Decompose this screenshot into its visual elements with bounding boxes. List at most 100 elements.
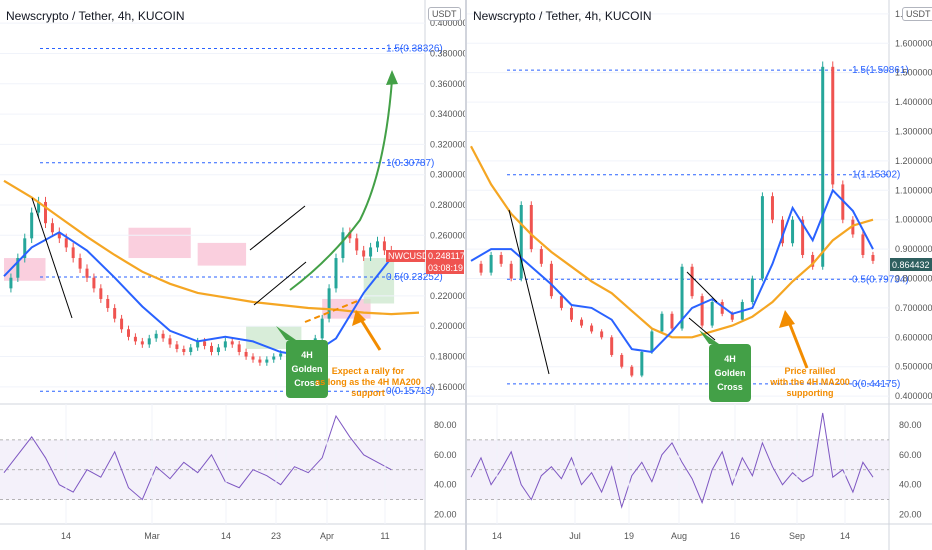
price-tick-label: 0.220000 bbox=[430, 291, 465, 301]
time-tick-label: 14 bbox=[221, 531, 231, 541]
time-tick-label: 14 bbox=[840, 531, 850, 541]
candles[interactable] bbox=[9, 196, 393, 366]
pane-divider[interactable] bbox=[465, 0, 467, 550]
price-axis: 1.7000001.6000001.5000001.4000001.300000… bbox=[895, 9, 932, 401]
price-tick-label: 1.100000 bbox=[895, 185, 932, 195]
price-pane[interactable] bbox=[0, 0, 425, 404]
symbol-tag[interactable] bbox=[386, 250, 425, 262]
last-price-label: 0.248117 bbox=[428, 251, 465, 261]
golden-cross-badge[interactable] bbox=[286, 340, 328, 398]
price-tick-label: 0.180000 bbox=[430, 352, 465, 362]
candle-body bbox=[37, 201, 41, 213]
price-tick-label: 0.380000 bbox=[430, 48, 465, 58]
last-price-tag[interactable] bbox=[426, 250, 464, 262]
golden-cross-line-2: Golden bbox=[715, 368, 746, 378]
golden-cross-line-1: 4H bbox=[724, 354, 736, 364]
trendline-3[interactable] bbox=[688, 317, 716, 341]
arrow-up-icon bbox=[779, 310, 795, 328]
candle-body bbox=[710, 302, 714, 326]
fib-levels[interactable]: 1.5(1.50861) 1(1.15302) 0.5(0.79734) 0(0.44… bbox=[507, 65, 909, 390]
fib-label: 1.5(1.50861) bbox=[852, 65, 909, 76]
arrow-shaft bbox=[787, 321, 809, 369]
candle-body bbox=[9, 277, 13, 289]
rsi-line[interactable] bbox=[470, 412, 874, 509]
candle-body bbox=[610, 337, 614, 355]
candle-body bbox=[529, 205, 533, 250]
currency-badge[interactable]: USDT bbox=[428, 7, 461, 21]
price-tick-label: 0.400000 bbox=[895, 391, 932, 401]
annotation-line-1: Expect a rally for bbox=[332, 366, 405, 376]
candle-body bbox=[730, 313, 734, 320]
candle-body bbox=[50, 223, 54, 233]
candle-body bbox=[327, 288, 331, 319]
price-tick-label: 0.800000 bbox=[895, 274, 932, 284]
rsi-band bbox=[467, 439, 889, 501]
candle-body bbox=[660, 313, 664, 332]
time-axis: 14 Mar 14 23 Apr 11 bbox=[61, 404, 390, 541]
golden-cross-badge[interactable] bbox=[709, 344, 751, 402]
fib-label: 1(1.15302) bbox=[852, 170, 900, 181]
left-chart-svg[interactable]: 1.5(0.38326) 1(0.30787) 0.5(0.23252) 0(0.15… bbox=[0, 0, 465, 550]
candle-body bbox=[140, 341, 144, 345]
right-chart-svg[interactable]: 1.5(1.50861) 1(1.15302) 0.5(0.79734) 0(0.44… bbox=[467, 0, 932, 550]
ma50-line[interactable] bbox=[470, 188, 874, 354]
rsi-tick-label: 20.00 bbox=[899, 510, 922, 520]
candle-body bbox=[831, 66, 835, 185]
ma200-line[interactable] bbox=[3, 179, 420, 316]
candle-body bbox=[106, 298, 110, 309]
price-tick-label: 0.340000 bbox=[430, 109, 465, 119]
ma200-line[interactable] bbox=[470, 145, 874, 339]
golden-cross-line-3: Cross bbox=[717, 382, 743, 392]
trendline[interactable] bbox=[31, 197, 73, 319]
last-price-tag[interactable] bbox=[890, 258, 932, 271]
price-axis: 0.400000 0.380000 0.360000 0.340000 0.320000… bbox=[430, 18, 465, 392]
candle-body bbox=[720, 302, 724, 314]
rsi-tick-label: 80.00 bbox=[899, 420, 922, 430]
chart-title: Newscrypto / Tether, 4h, KUCOIN bbox=[6, 9, 185, 23]
price-tick-label: 0.260000 bbox=[430, 230, 465, 240]
right-chart-panel[interactable]: Newscrypto / Tether, 4h, KUCOIN USDT 1.5… bbox=[467, 0, 932, 550]
candle-body bbox=[16, 258, 20, 278]
cloud-segment bbox=[197, 242, 247, 266]
currency-badge[interactable]: USDT bbox=[902, 7, 932, 21]
candle-body bbox=[57, 232, 61, 239]
price-tick-label: 1.400000 bbox=[895, 97, 932, 107]
candle-body bbox=[348, 232, 352, 239]
candle-body bbox=[30, 212, 34, 239]
candle-body bbox=[216, 347, 220, 352]
candle-body bbox=[871, 254, 875, 261]
rsi-axis: 80.00 60.00 40.00 20.00 bbox=[899, 420, 922, 520]
channel-bottom-line[interactable] bbox=[253, 261, 307, 306]
fib-label: 0(0.44175) bbox=[852, 379, 900, 390]
candle-body bbox=[334, 258, 338, 289]
last-price-label: 0.864432 bbox=[892, 260, 930, 270]
candles[interactable] bbox=[479, 61, 875, 378]
rsi-axis: 80.00 60.00 40.00 20.00 bbox=[434, 420, 457, 520]
price-tick-label: 1.300000 bbox=[895, 126, 932, 136]
fib-label: 0.5(0.79734) bbox=[852, 274, 909, 285]
candle-body bbox=[189, 347, 193, 352]
candle-body bbox=[362, 250, 366, 257]
trendline-2[interactable] bbox=[686, 271, 718, 303]
price-pane[interactable] bbox=[467, 0, 889, 404]
countdown-label: 03:08:19 bbox=[428, 263, 463, 273]
fib-label: 0(0.15713) bbox=[386, 386, 434, 397]
channel-top-line[interactable] bbox=[249, 205, 306, 251]
price-tick-label: 0.280000 bbox=[430, 200, 465, 210]
candle-body bbox=[44, 201, 47, 224]
projection-arrow[interactable] bbox=[289, 79, 393, 291]
candle-body bbox=[590, 325, 594, 332]
left-chart-panel[interactable]: Newscrypto / Tether, 4h, KUCOIN USDT 1.5… bbox=[0, 0, 465, 550]
candle-body bbox=[120, 318, 124, 330]
candle-body bbox=[23, 238, 27, 259]
time-tick-label: 14 bbox=[61, 531, 71, 541]
candle-body bbox=[147, 338, 151, 345]
price-tick-label: 0.160000 bbox=[430, 382, 465, 392]
candle-body bbox=[71, 247, 75, 259]
trendline[interactable] bbox=[508, 209, 550, 375]
candle-body bbox=[272, 356, 276, 360]
rsi-tick-label: 40.00 bbox=[899, 480, 922, 490]
fib-levels[interactable]: 1.5(0.38326) 1(0.30787) 0.5(0.23252) 0(0.15… bbox=[40, 44, 443, 398]
candle-body bbox=[133, 336, 137, 342]
candle-body bbox=[750, 278, 754, 303]
